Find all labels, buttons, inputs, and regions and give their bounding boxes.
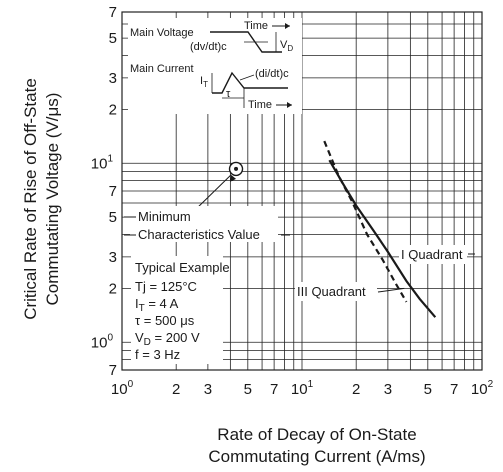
- y-tick-label: 5: [109, 30, 117, 47]
- legend-iii-quadrant: III Quadrant: [295, 282, 377, 301]
- series-layer: [323, 140, 437, 318]
- legend-i-quadrant: I Quadrant: [399, 245, 475, 264]
- plot-frame: [121, 11, 483, 371]
- label-iii-quadrant: III Quadrant: [297, 284, 366, 299]
- inset-main-voltage: Main Voltage: [130, 27, 194, 39]
- x-tick-label: 100: [111, 379, 134, 398]
- inset-time-top: Time: [244, 20, 268, 32]
- inset-tau: τ: [226, 88, 231, 100]
- y-tick-label: 3: [109, 249, 117, 266]
- x-tick-label: 5: [424, 381, 432, 398]
- min-char-line2: Characteristics Value: [138, 227, 260, 242]
- y-tick-label: 101: [91, 153, 114, 172]
- cond-vd: VD = 200 V: [135, 330, 200, 348]
- x-tick-label: 5: [244, 381, 252, 398]
- min-char-line1: Minimum: [138, 209, 191, 224]
- x-axis-title-line2: Commutating Current (A/ms): [208, 447, 425, 466]
- inset-waveform: Main Voltage Main Current Time Time (dv/…: [128, 18, 302, 114]
- marker-arrowhead: [230, 174, 237, 182]
- x-tick-label: 3: [384, 381, 392, 398]
- x-tick-label: 101: [291, 379, 314, 398]
- cond-tau: τ = 500 μs: [135, 313, 195, 328]
- x-tick-label: 2: [352, 381, 360, 398]
- x-tick-label: 102: [471, 379, 494, 398]
- inset-main-current: Main Current: [130, 63, 194, 75]
- x-tick-label: 7: [270, 381, 278, 398]
- y-tick-label: 3: [109, 70, 117, 87]
- typical-title: Typical Example: [135, 260, 230, 275]
- x-axis-title-line1: Rate of Decay of On-State: [217, 425, 416, 444]
- inset-it: IT: [200, 75, 208, 89]
- x-tick-label: 7: [450, 381, 458, 398]
- typical-example-box: Typical Example Tj = 125°C IT = 4 A τ = …: [131, 256, 230, 364]
- inset-didt: (di/dt)c: [255, 68, 289, 80]
- cond-it: IT = 4 A: [135, 296, 179, 314]
- x-tick-label: 3: [204, 381, 212, 398]
- y-tick-label: 2: [109, 101, 117, 118]
- marker-dot: [234, 166, 239, 171]
- y-tick-label: 7: [109, 183, 117, 200]
- y-tick-label: 5: [109, 209, 117, 226]
- label-i-quadrant: I Quadrant: [401, 247, 463, 262]
- cond-tj: Tj = 125°C: [135, 279, 197, 294]
- min-char-annotation: Minimum Characteristics Value: [124, 206, 290, 242]
- y-tick-label: 7: [109, 362, 117, 379]
- y-axis-title-line2: Commutating Voltage (V/μs): [43, 93, 62, 306]
- y-axis-title-line1: Critical Rate of Rise of Off-State: [21, 78, 40, 320]
- y-tick-label: 100: [91, 332, 114, 351]
- y-axis-title: Critical Rate of Rise of Off-State Commu…: [21, 78, 62, 320]
- cond-f: f = 3 Hz: [135, 347, 180, 362]
- y-tick-label: 2: [109, 280, 117, 297]
- iii-quadrant-pointer: [377, 287, 405, 293]
- inset-time-bottom: Time: [248, 99, 272, 111]
- x-tick-label: 2: [172, 381, 180, 398]
- y-tick-label: 7: [109, 4, 117, 21]
- inset-dvdt: (dv/dt)c: [190, 41, 227, 53]
- inset-vd: VD: [280, 39, 293, 53]
- minimum-value-marker: [192, 161, 244, 213]
- series-line-iii-quadrant: [323, 140, 408, 303]
- marker-pointer: [192, 174, 232, 213]
